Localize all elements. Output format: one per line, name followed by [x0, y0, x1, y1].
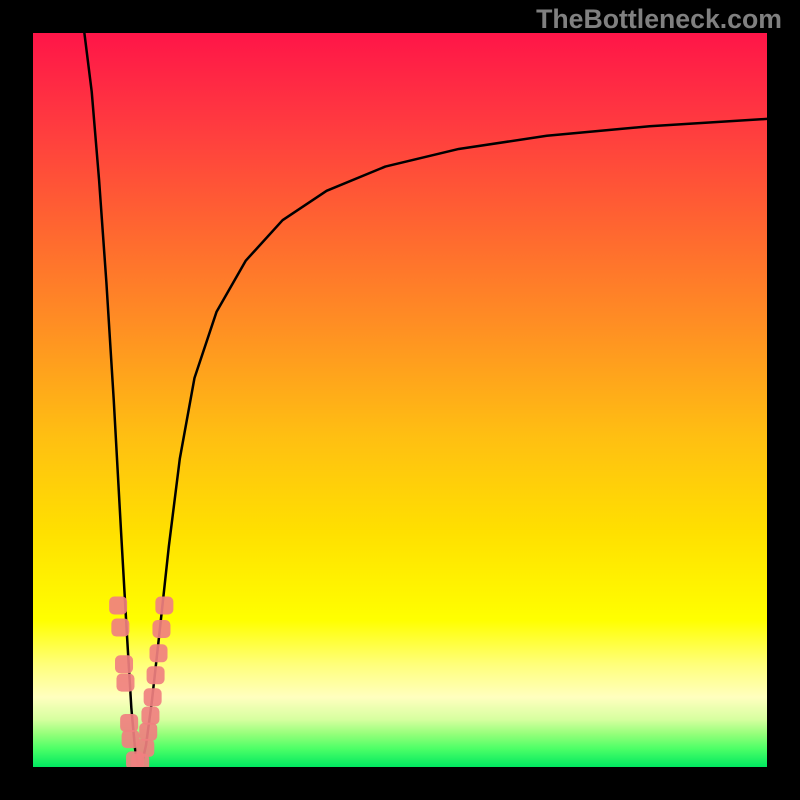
bottleneck-chart [0, 0, 800, 800]
scatter-marker [120, 714, 138, 732]
scatter-marker [115, 655, 133, 673]
scatter-marker [144, 688, 162, 706]
gradient-background [33, 33, 767, 767]
chart-stage: TheBottleneck.com [0, 0, 800, 800]
scatter-marker [139, 723, 157, 741]
plot-area [33, 33, 767, 772]
scatter-marker [116, 674, 134, 692]
scatter-marker [150, 644, 168, 662]
scatter-marker [141, 707, 159, 725]
scatter-marker [111, 619, 129, 637]
scatter-marker [109, 597, 127, 615]
watermark-text: TheBottleneck.com [536, 4, 782, 35]
scatter-marker [155, 597, 173, 615]
scatter-marker [147, 666, 165, 684]
scatter-marker [152, 620, 170, 638]
scatter-marker [136, 739, 154, 757]
